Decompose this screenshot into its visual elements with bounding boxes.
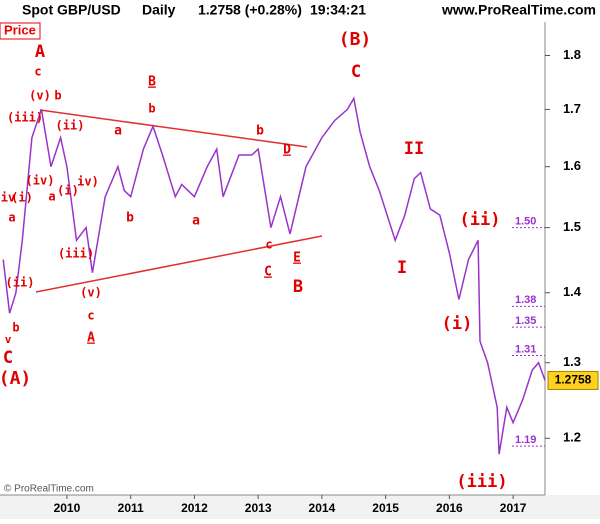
wave-label: A xyxy=(35,42,45,62)
wave-label: B xyxy=(293,277,303,297)
fib-label: 1.38 xyxy=(515,294,536,306)
wave-label: (iii) xyxy=(456,472,507,492)
wave-label: (iii) xyxy=(7,111,43,125)
copyright: © ProRealTime.com xyxy=(4,484,94,495)
wave-label: a xyxy=(114,124,122,139)
wave-label: II xyxy=(404,139,424,159)
wave-label: (i) xyxy=(57,184,79,198)
x-tick-label: 2011 xyxy=(118,501,144,515)
wave-label: a xyxy=(48,190,55,204)
wave-label: C xyxy=(351,62,361,82)
wave-label: b xyxy=(148,102,155,116)
wave-label: a xyxy=(192,214,200,229)
x-tick-label: 2017 xyxy=(500,501,527,515)
y-tick-label: 1.6 xyxy=(563,158,581,173)
wave-label: a xyxy=(8,211,15,225)
symbol: Spot GBP/USD xyxy=(22,2,121,18)
wave-label: D xyxy=(283,143,291,158)
price-tag-box xyxy=(0,22,41,40)
y-tick-label: 1.7 xyxy=(563,101,581,116)
wave-label: A xyxy=(87,331,95,346)
fib-label: 1.31 xyxy=(515,343,536,355)
last-price-label: 1.2758 xyxy=(555,373,592,387)
y-tick-label: 1.5 xyxy=(563,219,581,234)
site: www.ProRealTime.com xyxy=(441,2,596,18)
wave-label: iv xyxy=(1,191,15,205)
y-tick-label: 1.4 xyxy=(563,284,582,299)
fib-label: 1.50 xyxy=(515,216,536,228)
trend-line xyxy=(35,235,323,293)
period: Daily xyxy=(142,2,176,18)
x-tick-label: 2014 xyxy=(309,501,336,515)
x-tick-label: 2013 xyxy=(245,501,272,515)
x-tick-label: 2016 xyxy=(436,501,463,515)
wave-label: (iii) xyxy=(58,247,94,261)
wave-label: E xyxy=(293,251,301,266)
wave-label: c xyxy=(34,65,41,79)
wave-label: B xyxy=(148,75,156,90)
wave-label: b xyxy=(12,321,19,335)
y-tick-label: 1.2 xyxy=(563,430,581,445)
wave-label: (v) xyxy=(80,286,102,300)
wave-label: (ii) xyxy=(56,119,85,133)
fib-label: 1.19 xyxy=(515,434,536,446)
wave-label: b xyxy=(126,211,134,226)
wave-label: (iv) xyxy=(26,174,55,188)
last-price-box xyxy=(547,370,599,390)
wave-label: iv) xyxy=(77,175,99,189)
wave-label: (ii) xyxy=(6,276,35,290)
wave-label: b xyxy=(256,124,264,139)
wave-label: v xyxy=(5,333,12,346)
wave-label: (B) xyxy=(339,29,372,50)
wave-label: c xyxy=(87,309,94,323)
wave-label: (A) xyxy=(0,368,31,389)
y-tick-label: 1.3 xyxy=(563,354,581,369)
wave-label: c xyxy=(265,238,272,252)
quote: 1.2758 (+0.28%) xyxy=(198,2,302,18)
wave-label: (i) xyxy=(11,191,33,205)
wave-label: C xyxy=(3,348,13,368)
time: 19:34:21 xyxy=(310,2,366,18)
price-tag: Price xyxy=(4,22,36,37)
wave-label: (i) xyxy=(442,314,473,334)
fib-label: 1.35 xyxy=(515,315,536,327)
wave-label: b xyxy=(54,89,61,103)
x-tick-label: 2010 xyxy=(54,501,81,515)
wave-label: C xyxy=(264,265,272,280)
x-axis-band xyxy=(0,495,600,519)
wave-label: (ii) xyxy=(460,210,501,230)
x-tick-label: 2012 xyxy=(181,501,208,515)
price-line xyxy=(2,96,546,455)
x-tick-label: 2015 xyxy=(372,501,399,515)
y-tick-label: 1.8 xyxy=(563,47,581,62)
wave-label: I xyxy=(397,258,407,278)
trend-line xyxy=(39,109,308,148)
wave-label: (v) xyxy=(29,89,51,103)
